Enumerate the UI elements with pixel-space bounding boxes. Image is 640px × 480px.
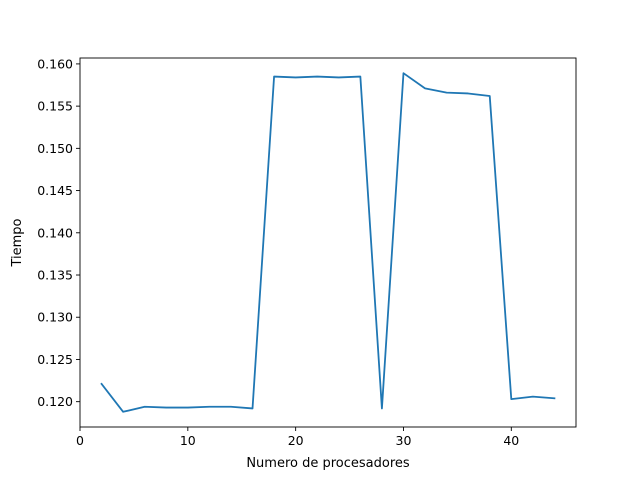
y-tick-label: 0.155 bbox=[37, 99, 73, 114]
x-tick-label: 40 bbox=[503, 433, 519, 448]
y-tick-label: 0.160 bbox=[37, 56, 73, 71]
y-tick-label: 0.135 bbox=[37, 268, 73, 283]
plot-frame bbox=[79, 57, 577, 428]
series-layer bbox=[100, 72, 556, 413]
plot-area bbox=[80, 58, 576, 427]
plot-background bbox=[80, 58, 576, 427]
x-axis-ticks: 0 10 20 30 40 bbox=[76, 427, 519, 448]
y-tick-label: 0.125 bbox=[37, 352, 73, 367]
x-axis-label: Numero de procesadores bbox=[246, 456, 410, 471]
x-tick-label: 10 bbox=[180, 433, 196, 448]
y-tick-label: 0.150 bbox=[37, 141, 73, 156]
y-tick-label: 0.140 bbox=[37, 225, 73, 240]
y-tick-label: 0.145 bbox=[37, 183, 73, 198]
x-tick-label: 20 bbox=[288, 433, 304, 448]
x-tick-label: 0 bbox=[76, 433, 84, 448]
x-tick-label: 30 bbox=[396, 433, 412, 448]
y-axis-ticks: 0.120 0.125 0.130 0.135 0.140 0.145 0.150 0.155… bbox=[37, 56, 80, 409]
series-line bbox=[100, 72, 556, 413]
y-tick-label: 0.130 bbox=[37, 310, 73, 325]
y-axis-label: Tiempo bbox=[10, 218, 25, 267]
y-tick-label: 0.120 bbox=[37, 394, 73, 409]
